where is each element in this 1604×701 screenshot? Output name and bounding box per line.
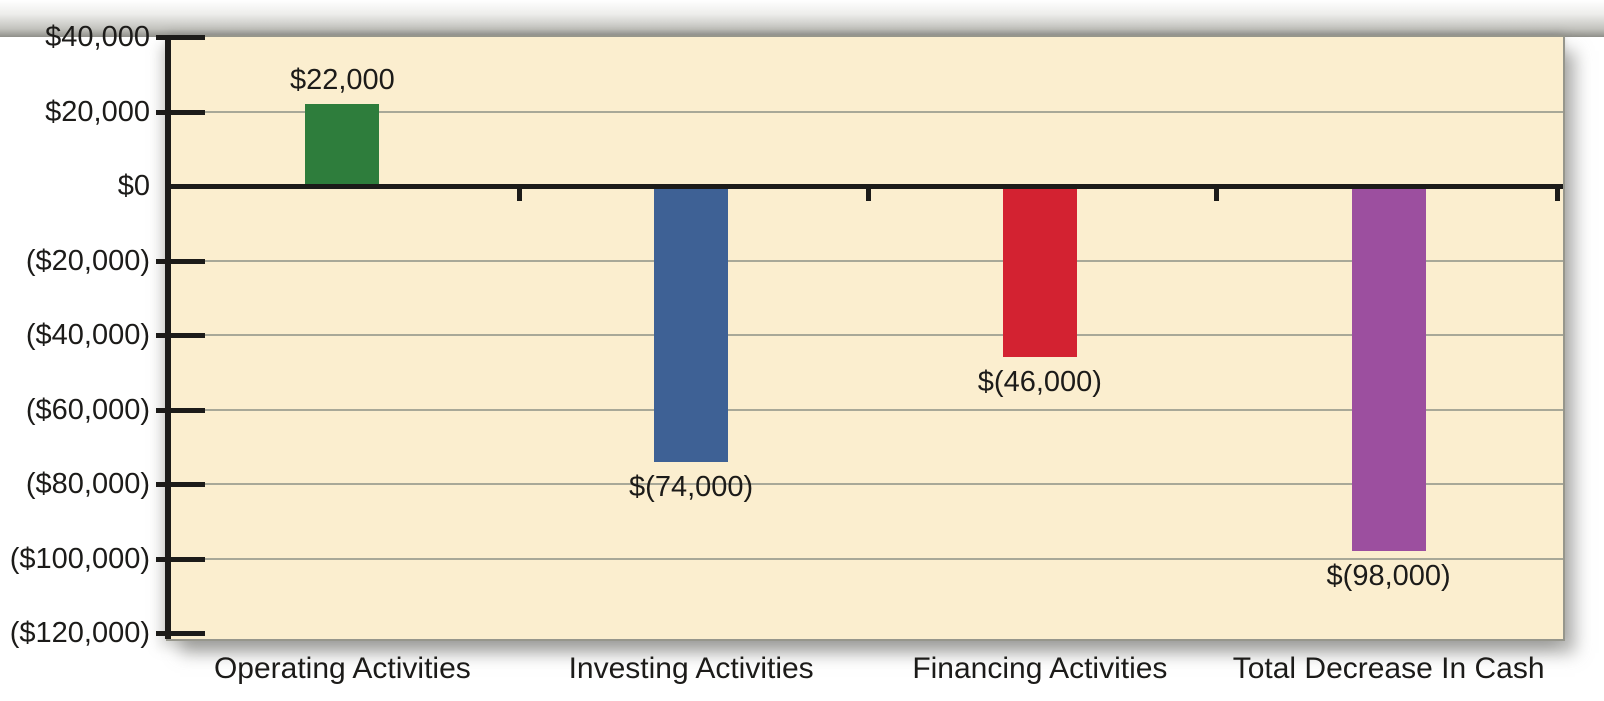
y-axis-tick [156,556,205,562]
x-axis-tick [865,187,871,201]
bar-value-label: $22,000 [289,64,395,97]
gridline [171,110,1563,113]
y-tick-label: ($80,000) [25,468,150,500]
bar-value-label: $(74,000) [629,470,754,503]
gridline [171,557,1563,560]
y-axis-tick [156,333,205,338]
x-axis-tick [1555,187,1560,201]
x-axis-tick [516,187,522,201]
y-axis-tick [156,407,205,413]
category-label: Total Decrease In Cash [1232,652,1545,685]
top-shadow [0,0,1604,37]
x-axis-tick [1214,187,1220,201]
gridline [171,408,1563,411]
bar-value-label: $(46,000) [977,366,1102,399]
category-label: Financing Activities [912,652,1168,685]
gridline [171,334,1563,336]
gridline [171,259,1563,262]
y-tick-label: ($120,000) [9,617,150,649]
y-axis-tick [156,35,205,40]
y-tick-label: ($60,000) [25,393,150,426]
y-tick-label: ($40,000) [25,319,150,351]
gridline [171,483,1563,485]
plot-area [168,37,1563,639]
category-label: Operating Activities [213,652,471,685]
y-tick-label: ($100,000) [9,542,150,575]
y-axis-tick [156,631,205,636]
bar-total-decrease-in-cash [1351,186,1426,552]
y-tick-label: $0 [117,170,150,202]
y-axis-tick [156,482,205,487]
y-axis-tick [156,109,205,115]
x-axis-line [168,184,1563,189]
bar-value-label: $(98,000) [1326,560,1451,593]
y-tick-label: ($20,000) [25,244,150,277]
y-tick-label: $40,000 [45,21,150,53]
y-axis-tick [156,258,205,264]
y-tick-label: $20,000 [45,95,150,128]
bar-financing-activities [1002,186,1077,358]
category-label: Investing Activities [568,652,814,685]
bar-investing-activities [654,186,729,462]
bar-operating-activities [305,104,380,186]
